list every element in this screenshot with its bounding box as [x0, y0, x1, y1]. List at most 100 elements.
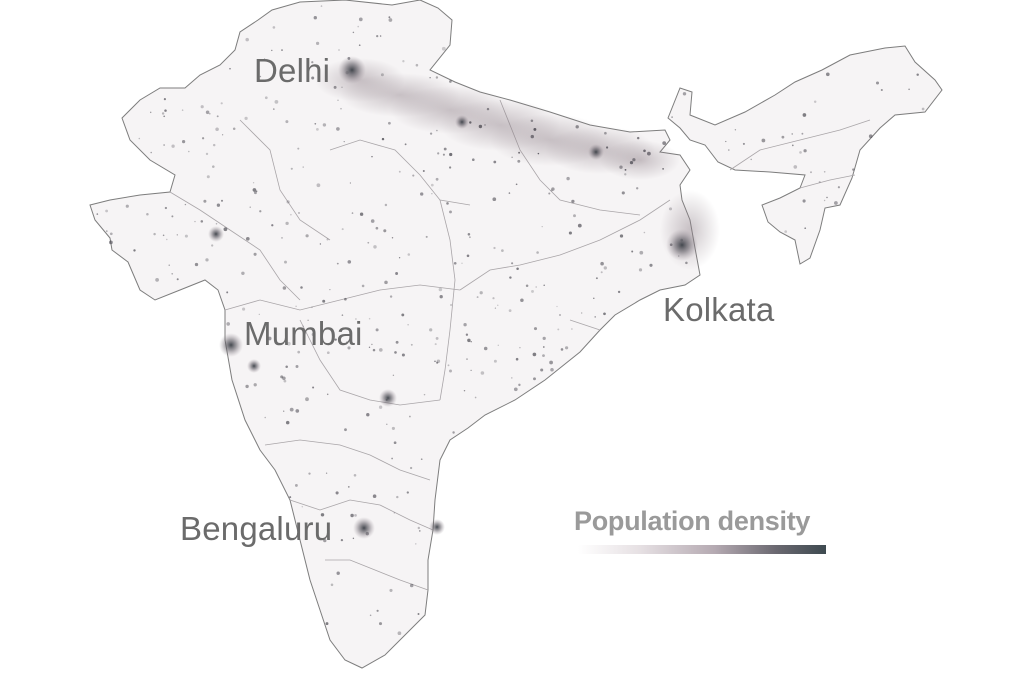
town-dot [430, 183, 434, 187]
town-dot [509, 276, 512, 279]
town-dot [378, 405, 383, 409]
town-dot [308, 472, 311, 475]
town-dot [252, 188, 257, 192]
town-dot [352, 537, 355, 540]
town-dot [163, 115, 166, 118]
town-dot [271, 49, 273, 52]
town-dot [439, 295, 443, 299]
town-dot [621, 191, 625, 195]
town-dot [750, 158, 752, 161]
town-dot [216, 115, 219, 118]
town-dot [311, 61, 314, 64]
town-dot [302, 166, 304, 168]
town-dot [376, 34, 379, 38]
town-dot [319, 243, 322, 245]
town-dot [200, 220, 204, 223]
town-dot [205, 110, 210, 115]
town-dot [556, 305, 558, 308]
town-dot [401, 353, 405, 357]
town-dot [205, 258, 209, 262]
town-dot [449, 369, 452, 373]
town-dot [229, 67, 231, 70]
town-dot [333, 85, 337, 89]
town-dot [467, 338, 471, 343]
town-dot [825, 72, 830, 77]
town-dot [742, 142, 745, 145]
town-dot [449, 210, 452, 214]
town-dot [295, 305, 297, 308]
town-dot [395, 340, 399, 344]
town-dot [334, 338, 337, 341]
town-dot [340, 107, 342, 110]
town-dot [105, 209, 108, 213]
town-dot [492, 197, 497, 202]
town-dot [837, 186, 840, 189]
town-dot [283, 410, 285, 412]
town-dot [386, 423, 388, 426]
town-dot [908, 88, 910, 91]
town-dot [810, 171, 812, 174]
pune-marker [247, 359, 261, 373]
town-dot [194, 262, 199, 267]
town-dot [629, 160, 634, 165]
town-dot [408, 415, 411, 418]
town-dot [252, 182, 255, 184]
town-dot [171, 144, 175, 148]
town-dot [314, 122, 317, 125]
town-dot [436, 129, 438, 132]
town-dot [436, 361, 439, 364]
town-dot [540, 368, 544, 372]
town-dot [643, 231, 646, 234]
town-dot [298, 212, 300, 214]
town-dot [478, 124, 483, 129]
town-dot [418, 530, 421, 532]
town-dot [813, 100, 817, 104]
town-dot [300, 286, 303, 289]
town-dot [166, 238, 168, 241]
town-dot [375, 328, 379, 332]
town-dot [330, 583, 334, 587]
density-legend: Population density [574, 508, 844, 554]
town-dot [109, 232, 113, 236]
town-dot [200, 105, 204, 109]
town-dot [282, 376, 286, 381]
town-dot [372, 494, 377, 498]
town-dot [297, 147, 300, 150]
town-dot [361, 284, 365, 288]
town-dot [220, 102, 223, 105]
town-dot [537, 152, 540, 155]
town-dot [406, 491, 409, 494]
town-dot [289, 496, 292, 499]
town-dot [242, 307, 246, 311]
town-dot [531, 289, 534, 293]
town-dot [581, 312, 583, 314]
town-dot [370, 219, 375, 223]
town-dot [171, 215, 174, 218]
town-dot [734, 129, 737, 131]
town-dot [515, 183, 518, 186]
town-dot [184, 203, 187, 206]
town-dot [253, 252, 257, 256]
town-dot [543, 284, 545, 287]
town-dot [351, 212, 354, 214]
town-dot [604, 131, 607, 135]
town-dot [323, 538, 327, 543]
town-dot [441, 46, 446, 51]
town-dot [559, 314, 561, 316]
town-dot [355, 318, 357, 320]
density-band [600, 140, 680, 180]
town-dot [263, 58, 266, 60]
town-dot [373, 245, 377, 249]
town-dot [551, 187, 555, 191]
town-dot [162, 234, 165, 237]
town-dot [346, 341, 348, 344]
town-dot [391, 426, 395, 430]
town-dot [344, 428, 347, 432]
legend-gradient-bar [578, 545, 826, 554]
town-dot [155, 278, 159, 282]
town-dot [542, 336, 546, 341]
town-dot [415, 543, 417, 545]
town-dot [379, 35, 382, 37]
town-dot [577, 223, 582, 228]
town-dot [397, 631, 402, 636]
